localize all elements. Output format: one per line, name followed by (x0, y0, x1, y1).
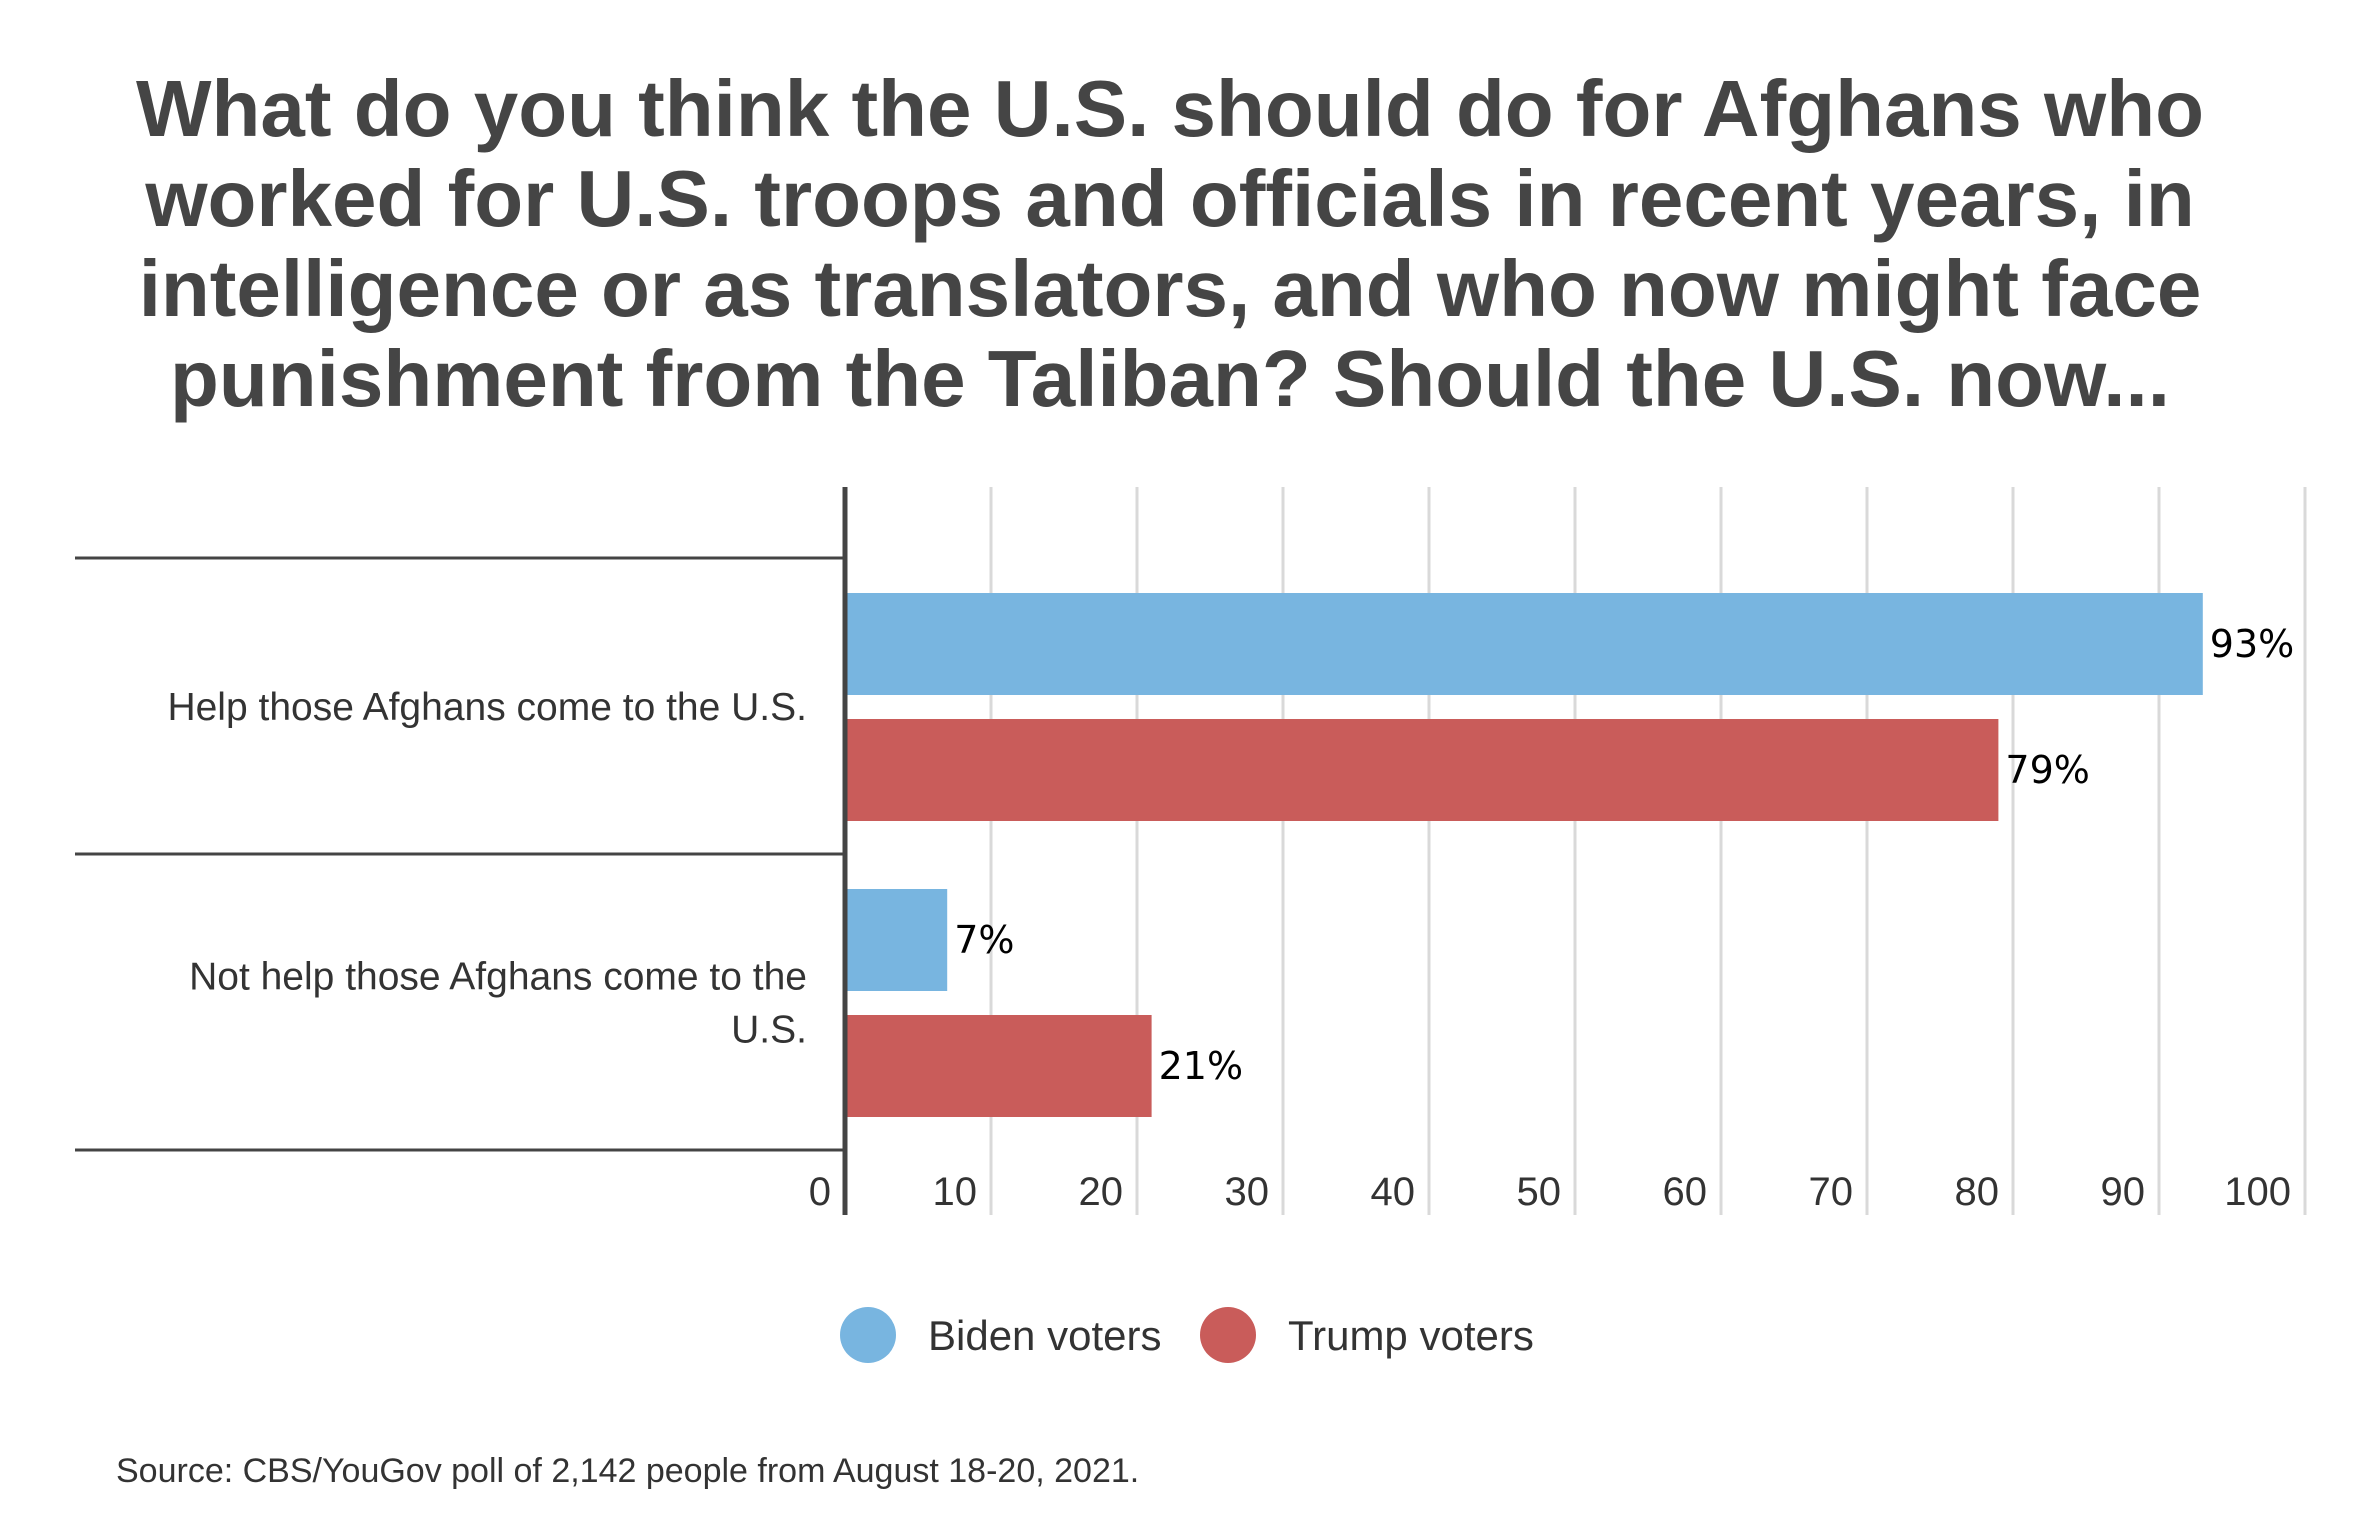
tick-label: 60 (1663, 1170, 1708, 1214)
tick-label: 50 (1517, 1170, 1562, 1214)
legend-swatch (1200, 1307, 1256, 1363)
bar (845, 1015, 1152, 1117)
category-label: Help those Afghans come to the U.S. (167, 686, 807, 729)
x-tick-labels: 0 10 20 30 40 50 60 70 80 90 100 (809, 1170, 2291, 1214)
bar (845, 889, 948, 991)
legend-label: Biden voters (928, 1312, 1161, 1359)
data-label: 79% (2005, 748, 2089, 792)
category-label: Not help those Afghans come to the (189, 956, 807, 999)
tick-label: 30 (1225, 1170, 1270, 1214)
legend-swatch (840, 1307, 896, 1363)
title-line: worked for U.S. troops and officials in … (144, 154, 2194, 243)
data-label: 93% (2210, 622, 2294, 666)
bar (845, 593, 2203, 695)
tick-label: 80 (1955, 1170, 2000, 1214)
tick-label: 70 (1809, 1170, 1854, 1214)
data-label: 7% (954, 918, 1014, 962)
title-line: punishment from the Taliban? Should the … (170, 334, 2170, 423)
tick-label: 20 (1079, 1170, 1124, 1214)
title-line: What do you think the U.S. should do for… (136, 64, 2204, 153)
category-label: U.S. (731, 1009, 807, 1052)
tick-label: 40 (1371, 1170, 1416, 1214)
source-note: Source: CBS/YouGov poll of 2,142 people … (116, 1452, 1139, 1490)
legend-label: Trump voters (1288, 1312, 1534, 1359)
legend: Biden voters Trump voters (840, 1307, 1534, 1363)
source-text: Source: CBS/YouGov poll of 2,142 people … (116, 1452, 1139, 1490)
tick-label: 90 (2101, 1170, 2146, 1214)
category-separators (75, 556, 845, 1152)
chart-title: What do you think the U.S. should do for… (136, 64, 2204, 423)
tick-label: 100 (2224, 1170, 2291, 1214)
tick-label: 10 (933, 1170, 978, 1214)
bar (845, 719, 1999, 821)
category-labels: Help those Afghans come to the U.S. Not h… (167, 686, 807, 1052)
tick-label: 0 (809, 1170, 831, 1214)
title-line: intelligence or as translators, and who … (139, 244, 2202, 333)
bars: 93% 79% 7% 21% (845, 593, 2294, 1117)
data-label: 21% (1159, 1044, 1243, 1088)
